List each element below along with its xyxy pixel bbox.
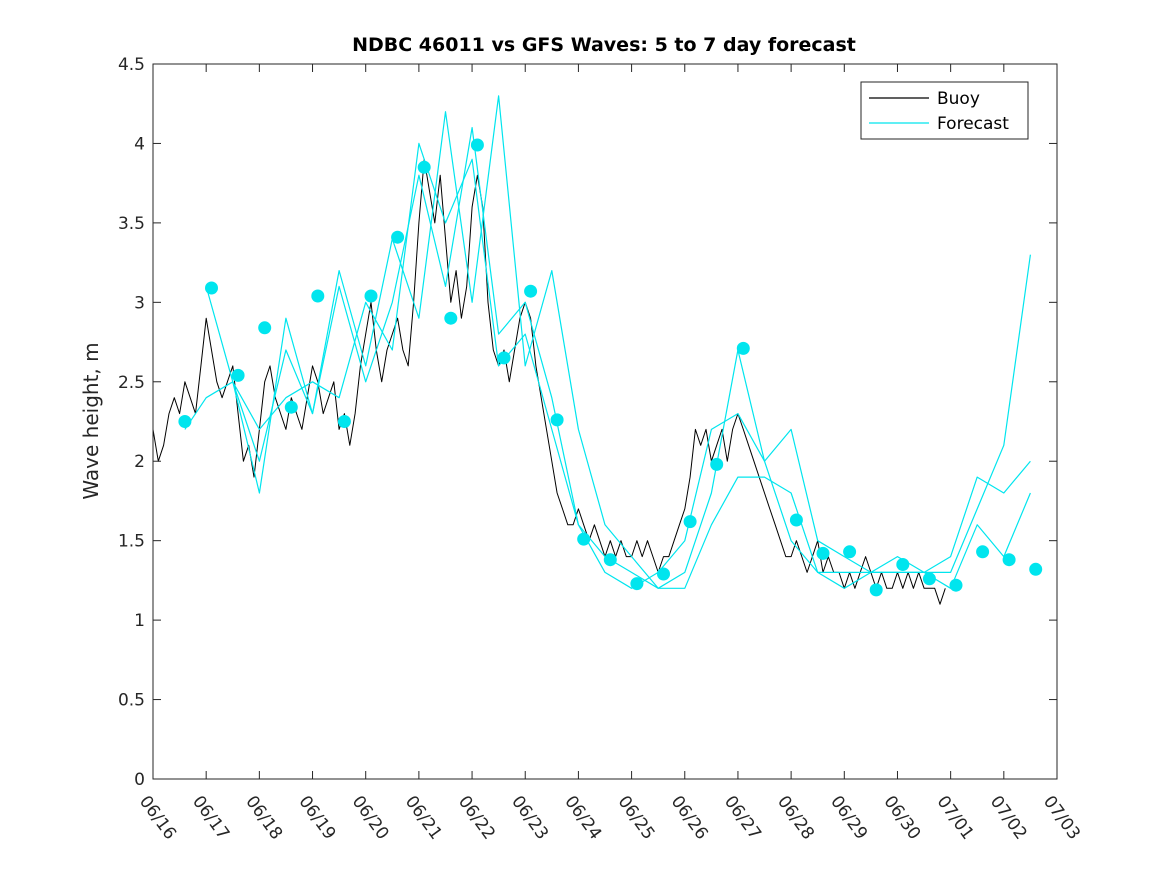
forecast-marker-30 [1002, 553, 1016, 567]
x-tick-label: 06/19 [294, 792, 339, 843]
forecast-marker-16 [603, 553, 617, 567]
x-tick-label: 07/03 [1039, 792, 1084, 843]
series-group [153, 95, 1043, 605]
x-tick-label: 06/25 [614, 792, 659, 843]
x-tick-label: 06/16 [135, 792, 180, 843]
y-tick-label: 4.5 [118, 55, 145, 75]
x-tick-label: 07/01 [933, 792, 978, 843]
legend-label-buoy: Buoy [937, 89, 980, 109]
forecast-marker-12 [497, 351, 511, 365]
y-axis-label: Wave height, m [79, 342, 103, 499]
forecast-marker-31 [1029, 562, 1043, 576]
forecast-marker-8 [391, 230, 405, 244]
y-tick-label: 4 [134, 134, 145, 154]
y-tick-label: 3 [134, 293, 145, 313]
x-tick-label: 06/30 [879, 792, 924, 843]
y-tick-label: 0 [134, 770, 145, 790]
x-tick-label: 06/26 [667, 792, 712, 843]
x-tick-label: 06/29 [826, 792, 871, 843]
axes-box [152, 63, 1058, 780]
x-tick-label: 06/21 [401, 792, 446, 843]
x-tick-label: 06/18 [241, 792, 286, 843]
plot-area [153, 95, 1043, 605]
x-tick-label: 06/27 [720, 792, 765, 843]
x-tick-label: 07/02 [986, 792, 1031, 843]
x-tick-label: 06/23 [507, 792, 552, 843]
x-tick-label: 06/17 [188, 792, 233, 843]
forecast-marker-11 [470, 138, 484, 152]
forecast-marker-6 [337, 415, 351, 428]
x-tick-label: 06/24 [560, 792, 605, 843]
y-tick-label: 1.5 [118, 532, 145, 552]
chart-title: NDBC 46011 vs GFS Waves: 5 to 7 day fore… [352, 34, 856, 56]
series-line-forecast-3 [232, 142, 1031, 589]
forecast-marker-28 [949, 578, 963, 592]
forecast-marker-5 [311, 289, 325, 303]
forecast-marker-27 [922, 572, 936, 586]
y-tick-label: 2.5 [118, 373, 145, 393]
forecast-marker-13 [524, 284, 538, 298]
forecast-marker-3 [258, 321, 272, 335]
legend-label-forecast: Forecast [937, 114, 1009, 134]
forecast-marker-9 [417, 160, 431, 174]
y-tick-label: 1 [134, 611, 145, 631]
forecast-marker-25 [869, 583, 883, 597]
forecast-marker-1 [205, 281, 218, 295]
series-line-forecast-2 [205, 127, 1031, 589]
legend-box [860, 81, 1029, 140]
forecast-marker-19 [683, 515, 697, 529]
forecast-marker-0 [178, 415, 192, 428]
y-tick-label: 3.5 [118, 214, 145, 234]
y-tick-label: 2 [134, 452, 145, 472]
forecast-marker-2 [231, 368, 245, 382]
forecast-marker-4 [284, 400, 298, 414]
forecast-marker-21 [736, 341, 750, 355]
forecast-marker-24 [843, 545, 857, 559]
forecast-marker-7 [364, 289, 378, 303]
forecast-marker-18 [657, 567, 670, 581]
legend: Buoy Forecast [860, 81, 1029, 140]
x-tick-label: 06/20 [348, 792, 393, 843]
x-tick-label: 06/28 [773, 792, 818, 843]
forecast-marker-22 [789, 513, 803, 527]
series-line-forecast-1 [184, 95, 1031, 589]
forecast-marker-29 [976, 545, 990, 559]
y-tick-label: 0.5 [118, 691, 145, 711]
forecast-marker-14 [550, 413, 564, 427]
forecast-marker-20 [710, 457, 724, 471]
forecast-marker-23 [816, 546, 830, 560]
forecast-marker-17 [630, 577, 644, 591]
x-tick-label: 06/22 [454, 792, 499, 843]
series-line-buoy-0 [153, 158, 946, 605]
forecast-marker-10 [444, 311, 458, 325]
forecast-marker-15 [577, 532, 591, 546]
forecast-marker-26 [896, 558, 910, 571]
